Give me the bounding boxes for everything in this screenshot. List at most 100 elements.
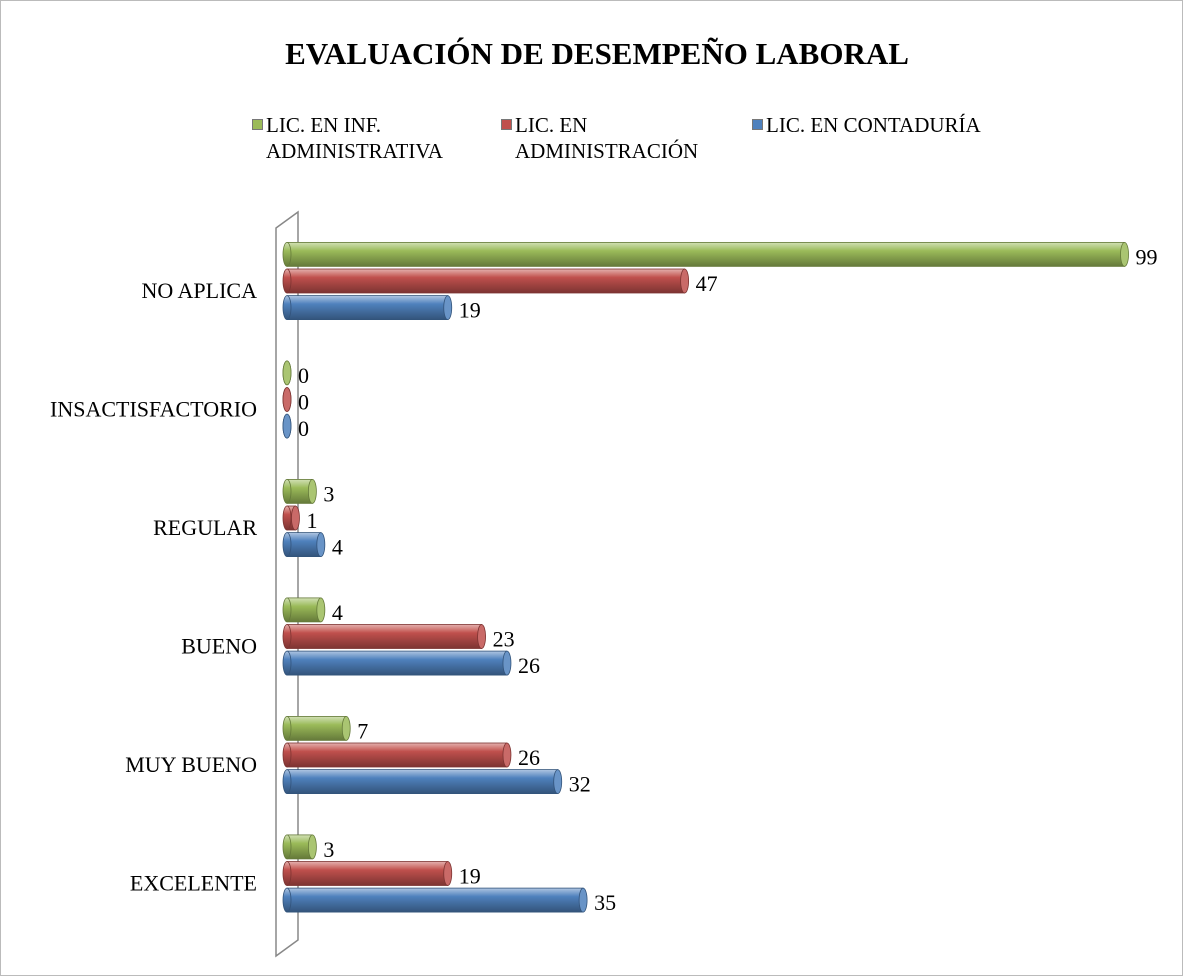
data-label: 4	[332, 535, 343, 560]
bar-body	[286, 769, 559, 794]
chart-title: EVALUACIÓN DE DESEMPEÑO LABORAL	[285, 36, 909, 71]
bar-cap	[307, 834, 317, 860]
legend-label: LIC. EN CONTADURÍA	[766, 113, 981, 137]
data-label: 7	[357, 718, 368, 743]
legend-swatch	[252, 119, 263, 130]
bar-cap	[282, 478, 292, 504]
data-label: 4	[332, 600, 343, 625]
bar	[282, 360, 292, 386]
legend-label: LIC. EN ADMINISTRACIÓN	[515, 113, 699, 163]
bar-body	[286, 597, 322, 623]
bar-cap	[282, 650, 292, 676]
bar	[282, 716, 351, 741]
bar	[282, 241, 1129, 267]
data-label: 47	[696, 271, 718, 296]
bar-cap	[578, 887, 588, 913]
bar-cap	[282, 505, 292, 531]
data-label: 1	[306, 508, 317, 533]
data-label: 26	[518, 745, 540, 770]
legend-item: LIC. EN ADMINISTRACIÓN	[501, 112, 735, 164]
bar	[282, 769, 563, 794]
bar	[282, 624, 486, 649]
legend-label: LIC. EN INF. ADMINISTRATIVA	[266, 113, 443, 163]
bar-cap	[282, 241, 292, 267]
bar-cap	[282, 360, 292, 386]
category-label: EXCELENTE	[130, 871, 257, 896]
bar-cap	[443, 861, 453, 886]
category-label: INSACTISFACTORIO	[50, 397, 257, 422]
bar-cap	[477, 624, 486, 649]
bar-body	[286, 268, 686, 294]
data-label: 3	[323, 481, 334, 506]
bar	[282, 742, 512, 768]
bar-body	[286, 295, 449, 321]
data-label: 26	[518, 653, 540, 678]
bar-cap	[282, 597, 292, 623]
bar-body	[286, 532, 322, 557]
data-label: 3	[323, 837, 334, 862]
bar	[282, 650, 512, 676]
bar-cap	[443, 295, 453, 321]
legend-swatch	[752, 119, 763, 130]
bar-body	[286, 241, 1125, 267]
category-label: NO APLICA	[141, 278, 257, 303]
bar-cap	[282, 532, 292, 557]
bar	[282, 887, 588, 913]
legend-item: LIC. EN INF. ADMINISTRATIVA	[252, 112, 486, 164]
bar-cap	[1120, 241, 1129, 267]
bar	[282, 861, 453, 886]
bar	[282, 387, 292, 412]
bar	[282, 834, 317, 860]
bar-cap	[282, 295, 292, 321]
bar	[282, 295, 453, 321]
bar	[282, 268, 690, 294]
bar-cap	[502, 650, 512, 676]
data-label: 0	[298, 416, 309, 441]
bar-body	[286, 742, 508, 768]
bar-cap	[282, 887, 292, 913]
data-label: 0	[298, 363, 309, 388]
bar-cap	[282, 742, 292, 768]
bar-cap	[680, 268, 690, 294]
bar-cap	[282, 268, 292, 294]
bar-cap	[291, 505, 300, 531]
bar	[282, 413, 292, 439]
legend-swatch	[501, 119, 512, 130]
bar-cap	[502, 742, 512, 768]
bar	[282, 478, 317, 504]
data-label: 19	[459, 298, 481, 323]
data-label: 99	[1136, 244, 1158, 269]
bar-body	[286, 650, 508, 676]
bar-body	[286, 716, 347, 741]
bar-body	[286, 887, 584, 913]
bar	[282, 505, 300, 531]
category-label: BUENO	[181, 634, 257, 659]
bar-cap	[341, 716, 351, 741]
bar-cap	[282, 716, 292, 741]
bar-cap	[553, 769, 563, 794]
bar-body	[286, 861, 449, 886]
bar-cap	[282, 861, 292, 886]
data-label: 23	[493, 627, 515, 652]
data-label: 19	[459, 864, 481, 889]
bar-cap	[282, 769, 292, 794]
bar-cap	[316, 597, 326, 623]
data-label: 32	[569, 772, 591, 797]
bar-cap	[282, 387, 292, 412]
category-label: REGULAR	[153, 515, 257, 540]
data-label: 35	[594, 890, 616, 915]
legend-item: LIC. EN CONTADURÍA	[752, 112, 986, 138]
category-label: MUY BUENO	[125, 752, 257, 777]
bar	[282, 597, 326, 623]
bar-body	[286, 624, 482, 649]
bar-cap	[316, 532, 326, 557]
bar-cap	[282, 834, 292, 860]
bar	[282, 532, 326, 557]
bar-cap	[307, 478, 317, 504]
bar-cap	[282, 413, 292, 439]
bar-cap	[282, 624, 292, 649]
data-label: 0	[298, 390, 309, 415]
